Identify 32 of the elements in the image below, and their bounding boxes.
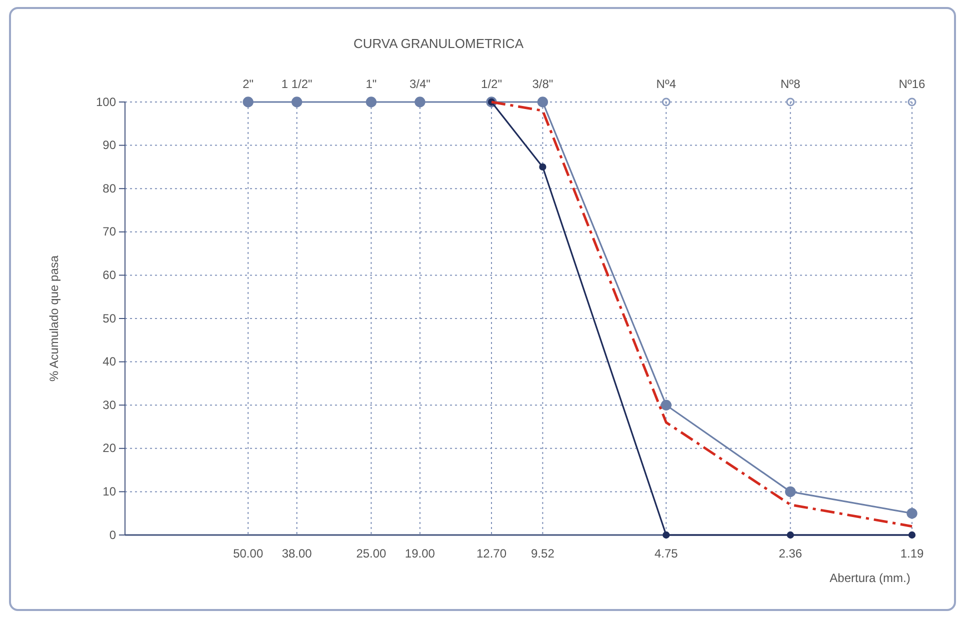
y-axis-title: % Acumulado que pasa bbox=[47, 255, 61, 382]
annotation: 3/4" bbox=[409, 77, 430, 91]
y-tick-label: 30 bbox=[102, 398, 116, 412]
x-tick-label: 25.00 bbox=[356, 546, 387, 561]
y-tick-label: 100 bbox=[96, 94, 116, 109]
annotation: Nº4 bbox=[656, 77, 676, 91]
y-tick-label: 80 bbox=[102, 181, 116, 196]
y-tick-label: 50 bbox=[102, 311, 116, 326]
annotation: Nº8 bbox=[780, 77, 801, 91]
x-tick-label: 2.36 bbox=[778, 546, 802, 561]
x-tick-label: 1.19 bbox=[900, 546, 924, 561]
y-tick-label: 60 bbox=[102, 268, 116, 282]
y-tick-label: 40 bbox=[102, 354, 116, 369]
x-axis-title: Abertura (mm.) bbox=[830, 571, 910, 585]
annotation: Nº16 bbox=[898, 77, 926, 91]
annotation: 1/2" bbox=[481, 77, 502, 91]
x-tick-label: 4.75 bbox=[654, 546, 678, 561]
x-tick-label: 12.70 bbox=[476, 546, 507, 561]
y-tick-label: 0 bbox=[109, 528, 116, 542]
annotation: 1 1/2" bbox=[281, 77, 312, 91]
x-tick-label: 9.52 bbox=[531, 546, 555, 561]
annotation: 1" bbox=[366, 77, 377, 91]
x-tick-label: 50.00 bbox=[233, 546, 264, 561]
x-tick-label: 38.00 bbox=[282, 546, 312, 561]
y-tick-label: 70 bbox=[102, 224, 116, 239]
annotation: 3/8" bbox=[532, 77, 554, 91]
chart-title: CURVA GRANULOMETRICA bbox=[354, 36, 524, 51]
y-tick-label: 90 bbox=[102, 138, 116, 152]
y-tick-label: 20 bbox=[102, 441, 116, 456]
annotation: 2" bbox=[242, 77, 254, 91]
y-tick-label: 10 bbox=[102, 484, 116, 499]
x-tick-label: 19.00 bbox=[404, 546, 436, 561]
